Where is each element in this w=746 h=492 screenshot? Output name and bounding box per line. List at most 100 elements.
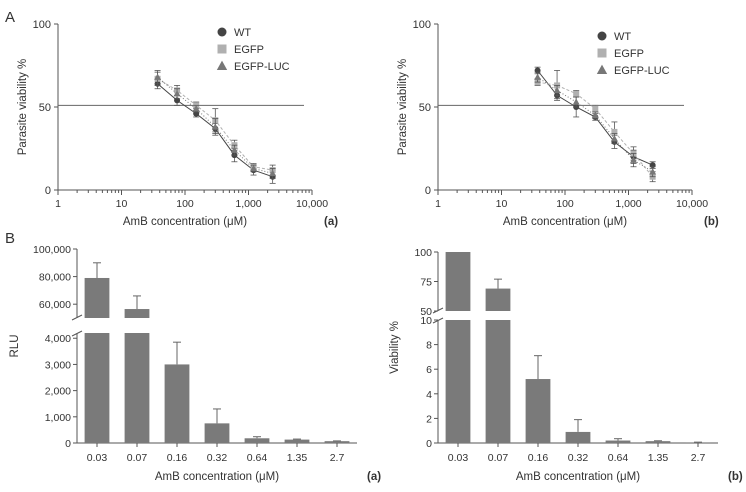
bar <box>284 439 310 443</box>
panel-sub-label: (b) <box>704 216 719 228</box>
legend-label: WT <box>234 27 251 39</box>
bar <box>645 441 671 443</box>
bar <box>164 364 190 443</box>
legend-marker <box>217 44 227 54</box>
x-tick-label: 0.03 <box>87 452 108 464</box>
bar <box>685 442 711 443</box>
legend-marker <box>597 48 607 58</box>
y-tick-label: 100 <box>33 19 51 31</box>
data-point-egfp-luc <box>230 146 238 153</box>
data-point-egfp-luc <box>211 123 219 130</box>
data-point-egfp-luc <box>649 168 657 175</box>
y-tick-label: 0 <box>426 438 432 450</box>
y-tick-label: 0 <box>425 185 431 197</box>
x-axis-title: AmB concentration (μM) <box>503 216 627 228</box>
data-point-egfp-luc <box>534 73 542 80</box>
x-tick-label: 10 <box>496 198 508 210</box>
y-tick-label: 100,000 <box>33 244 71 256</box>
x-axis-title: AmB concentration (μM) <box>123 216 247 228</box>
y-tick-label: 8 <box>426 340 432 352</box>
bar <box>204 423 230 443</box>
y-tick-label: 100 <box>413 19 431 31</box>
panel-label-a: A <box>5 9 15 26</box>
y-axis-title: Viability % <box>389 321 401 374</box>
x-tick-label: 0.07 <box>488 452 509 464</box>
x-axis-title: AmB concentration (μM) <box>516 471 640 483</box>
legend-label: EGFP-LUC <box>614 65 670 77</box>
data-point-egfp-luc <box>250 164 257 172</box>
legend-label: EGFP-LUC <box>234 61 290 73</box>
x-tick-label: 1 <box>435 198 441 210</box>
bar <box>485 320 511 443</box>
bar <box>485 288 511 311</box>
bar <box>124 333 150 443</box>
data-point-egfp <box>611 128 618 135</box>
x-tick-label: 10 <box>116 198 128 210</box>
bar <box>84 277 110 318</box>
y-tick-label: 6 <box>426 364 432 376</box>
legend-marker <box>596 64 608 75</box>
legend-marker <box>216 60 228 71</box>
data-point-egfp-luc <box>572 98 580 105</box>
panel-sub-label: (a) <box>324 216 338 228</box>
y-tick-label: 4 <box>426 389 432 401</box>
x-tick-label: 1.35 <box>287 452 308 464</box>
x-tick-label: 1.35 <box>648 452 669 464</box>
y-tick-label: 2 <box>426 413 432 425</box>
legend-marker <box>597 31 607 41</box>
panel-sub-label: (b) <box>728 471 743 483</box>
y-tick-label: 60,000 <box>39 299 71 311</box>
x-tick-label: 10,000 <box>676 198 708 210</box>
y-axis-title: Parasite viability % <box>17 59 29 156</box>
y-tick-label: 75 <box>420 277 432 289</box>
axis-break-mark <box>71 330 83 337</box>
y-tick-label: 2,000 <box>45 386 71 398</box>
x-tick-label: 0.32 <box>568 452 589 464</box>
x-tick-label: 2.7 <box>330 452 345 464</box>
y-tick-label: 100 <box>414 247 432 259</box>
y-tick-label: 0 <box>45 185 51 197</box>
panel-label-b: B <box>5 230 15 247</box>
y-tick-label: 4,000 <box>45 333 71 345</box>
x-tick-label: 100 <box>176 198 194 210</box>
bar <box>124 309 150 318</box>
x-tick-label: 0.16 <box>528 452 549 464</box>
data-point-egfp-luc <box>591 111 599 118</box>
x-tick-label: 10,000 <box>296 198 328 210</box>
data-point-egfp-luc <box>154 73 162 80</box>
y-axis-title: Parasite viability % <box>397 59 409 156</box>
bar <box>244 438 270 443</box>
x-tick-label: 2.7 <box>691 452 706 464</box>
bar <box>84 333 110 443</box>
bar <box>445 252 471 311</box>
y-tick-label: 1,000 <box>45 412 71 424</box>
data-point-egfp-luc <box>610 134 618 142</box>
y-tick-label: 50 <box>419 102 431 114</box>
x-tick-label: 0.64 <box>247 452 268 464</box>
x-tick-label: 100 <box>556 198 574 210</box>
y-tick-label: 50 <box>420 306 432 318</box>
x-axis-title: AmB concentration (μM) <box>155 471 279 483</box>
legend-label: EGFP <box>234 44 264 56</box>
bar <box>525 379 551 443</box>
legend-label: WT <box>614 31 631 43</box>
x-tick-label: 1,000 <box>615 198 641 210</box>
data-point-egfp <box>592 105 599 112</box>
y-tick-label: 0 <box>65 438 71 450</box>
y-tick-label: 10 <box>420 315 432 327</box>
y-tick-label: 80,000 <box>39 272 71 284</box>
bar <box>565 431 591 443</box>
x-tick-label: 0.07 <box>127 452 148 464</box>
x-tick-label: 1 <box>55 198 61 210</box>
data-point-egfp-luc <box>630 156 637 163</box>
y-tick-label: 3,000 <box>45 359 71 371</box>
panel-sub-label: (a) <box>367 471 381 483</box>
data-point-egfp-luc <box>173 90 181 97</box>
bar <box>605 440 631 443</box>
x-tick-label: 0.64 <box>608 452 629 464</box>
x-tick-label: 0.32 <box>207 452 228 464</box>
x-tick-label: 0.03 <box>448 452 469 464</box>
data-point-egfp-luc <box>269 169 277 177</box>
